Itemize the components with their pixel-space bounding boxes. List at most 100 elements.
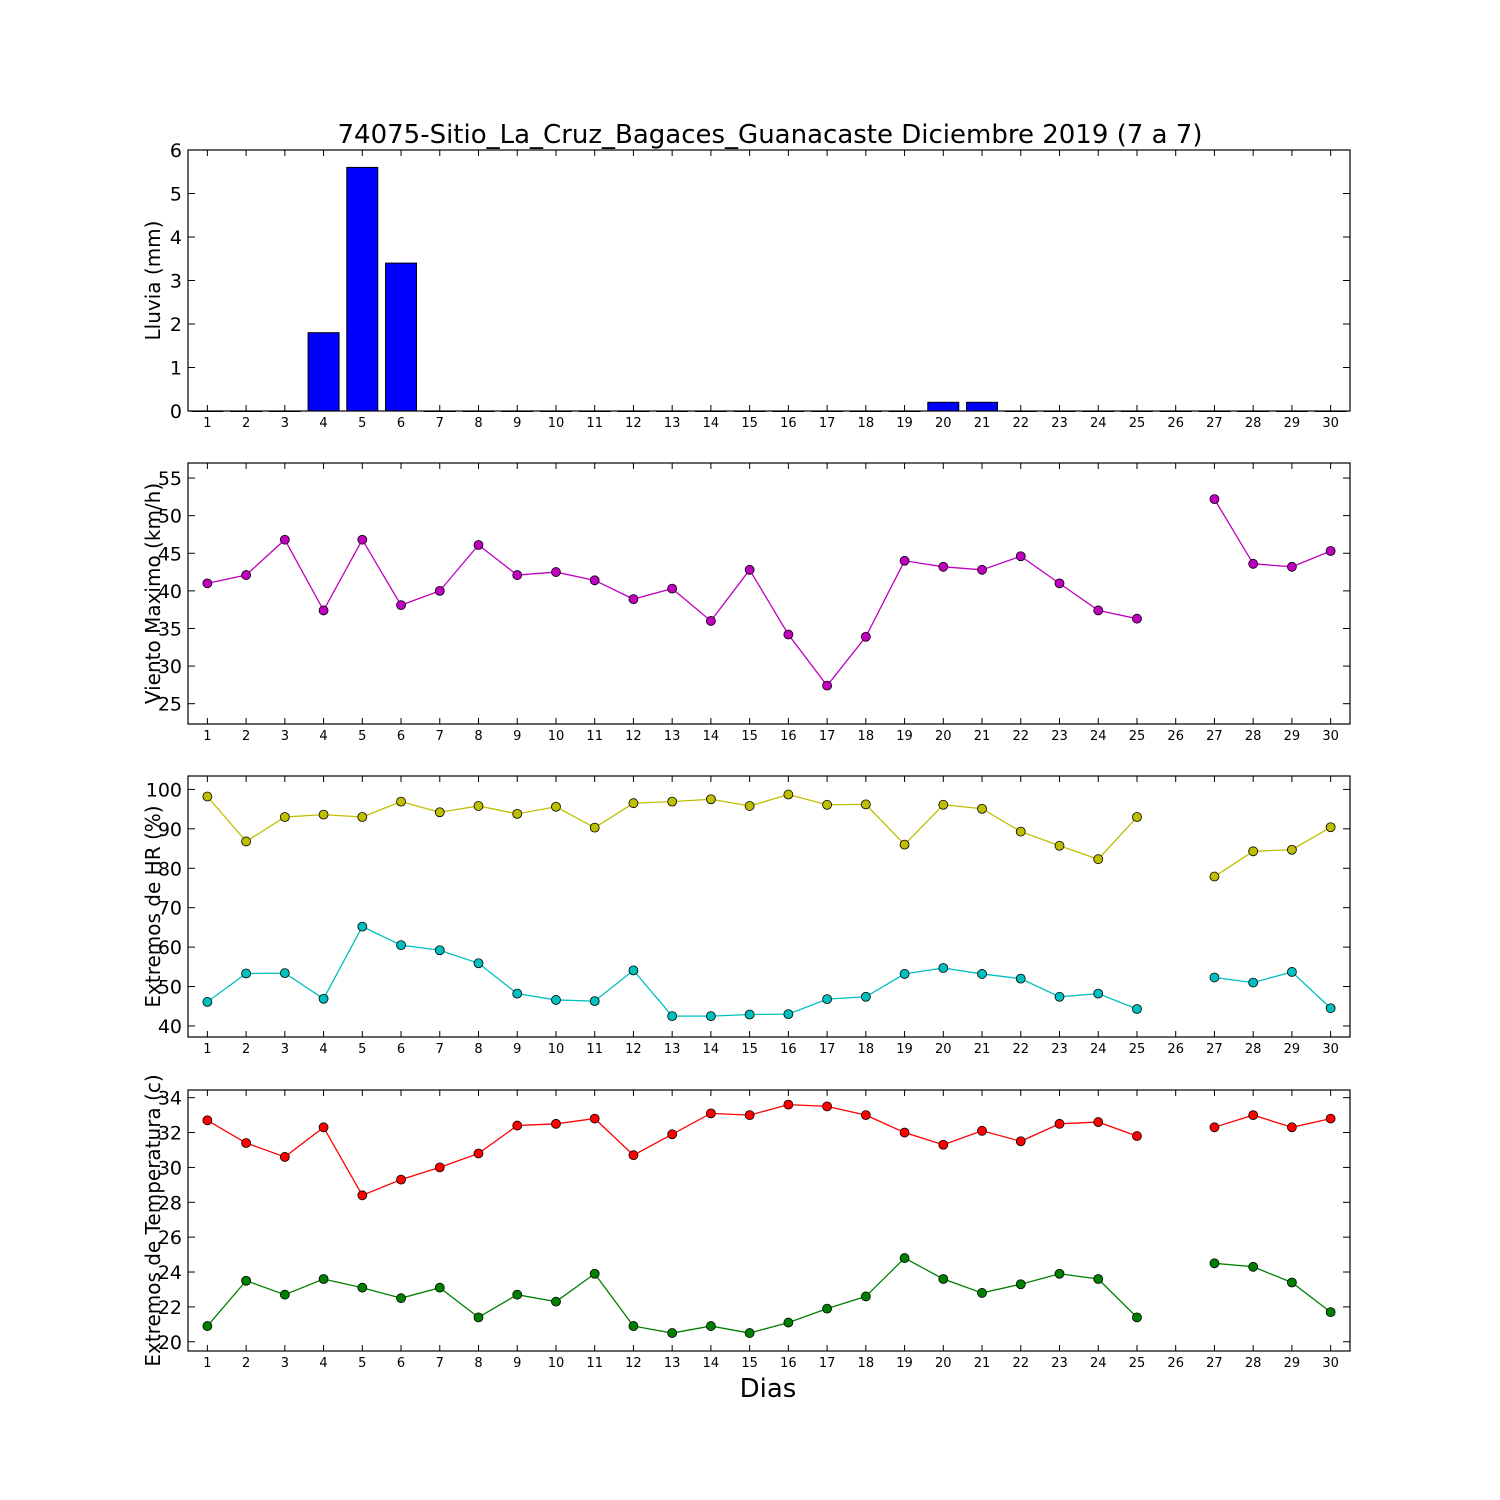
data-point: [667, 1328, 678, 1338]
x-tick-label: 13: [664, 1042, 681, 1057]
x-tick-label: 10: [548, 1356, 565, 1371]
data-point: [628, 965, 639, 976]
y-tick-label: 26: [158, 1227, 182, 1249]
x-tick-label: 9: [513, 416, 521, 431]
x-tick-label: 3: [281, 416, 289, 431]
data-point: [860, 991, 871, 1002]
x-tick-label: 26: [1167, 729, 1184, 744]
x-tick-label: 30: [1322, 416, 1339, 431]
x-tick-label: 10: [548, 729, 565, 744]
y-tick-label: 90: [158, 819, 182, 841]
data-point: [512, 570, 523, 580]
data-point: [667, 1129, 678, 1140]
y-tick-label: 6: [170, 140, 182, 162]
data-point: [1209, 1122, 1220, 1133]
data-point: [822, 1303, 832, 1314]
data-point: [512, 808, 523, 819]
data-point: [396, 1293, 406, 1304]
data-point: [1093, 854, 1104, 865]
data-point: [589, 822, 600, 833]
x-tick-label: 16: [780, 1356, 797, 1371]
x-tick-label: 1: [203, 416, 211, 431]
y-tick-label: 55: [158, 468, 182, 490]
data-point: [1325, 1307, 1336, 1318]
plot-frame: [187, 1089, 1351, 1352]
data-point: [1325, 1113, 1336, 1124]
data-point: [473, 1148, 484, 1159]
x-tick-label: 28: [1245, 1356, 1262, 1371]
y-tick-label: 28: [158, 1192, 182, 1214]
plot-frame: [187, 462, 1351, 725]
data-point: [938, 1274, 949, 1284]
data-point: [977, 1288, 987, 1298]
data-point: [744, 564, 755, 575]
data-point: [1209, 494, 1220, 505]
x-tick-label: 29: [1284, 1356, 1301, 1371]
data-point: [744, 1110, 755, 1121]
y-axis-label: Extremos de HR (%): [141, 805, 165, 1007]
x-tick-label: 18: [858, 729, 875, 744]
data-point: [899, 969, 910, 979]
x-tick-label: 4: [319, 1356, 327, 1371]
y-axis-label: Lluvia (mm): [141, 221, 165, 341]
data-point: [860, 1110, 871, 1121]
x-tick-label: 1: [203, 1042, 211, 1057]
y-tick-label: 50: [158, 506, 182, 528]
data-point: [279, 534, 290, 545]
x-tick-label: 4: [319, 416, 327, 431]
x-tick-label: 15: [741, 729, 758, 744]
x-tick-label: 2: [242, 1356, 250, 1371]
x-tick-label: 3: [281, 729, 289, 744]
y-tick-label: 40: [158, 581, 182, 603]
data-point: [1132, 1004, 1142, 1014]
data-point: [279, 968, 290, 979]
data-point: [1054, 1118, 1065, 1129]
x-tick-label: 22: [1012, 729, 1029, 744]
x-tick-label: 6: [397, 416, 405, 431]
x-tick-label: 30: [1322, 1042, 1339, 1057]
x-tick-label: 17: [819, 729, 836, 744]
data-point: [938, 1139, 949, 1150]
x-tick-label: 12: [625, 1042, 642, 1057]
data-point: [1093, 1117, 1104, 1127]
x-tick-label: 4: [319, 1042, 327, 1057]
x-tick-label: 8: [474, 1042, 482, 1057]
y-tick-label: 25: [158, 694, 182, 716]
x-tick-label: 9: [513, 1042, 521, 1057]
y-tick-label: 30: [158, 1157, 182, 1179]
x-tick-label: 18: [858, 416, 875, 431]
y-tick-label: 40: [158, 1016, 182, 1038]
chart-title: 74075-Sitio_La_Cruz_Bagaces_Guanacaste D…: [337, 120, 1202, 150]
data-point: [1248, 846, 1259, 857]
data-point: [860, 631, 871, 642]
x-tick-label: 7: [436, 1042, 444, 1057]
data-point: [318, 809, 329, 820]
series-line: [1214, 826, 1331, 878]
x-tick-label: 13: [664, 416, 681, 431]
x-tick-label: 14: [703, 416, 720, 431]
x-tick-label: 17: [819, 1042, 836, 1057]
x-tick-label: 24: [1090, 1356, 1107, 1371]
chart-panels: 1 2 3 4 5 6 7 8 9 10 11 12 13 14 15 16 17 18 19 20 21 22 23 24 2…: [141, 140, 1351, 1371]
data-point: [473, 1312, 484, 1323]
x-tick-label: 29: [1284, 416, 1301, 431]
data-point: [938, 561, 949, 572]
series-line: [1214, 1114, 1331, 1128]
x-tick-label: 24: [1090, 416, 1107, 431]
y-tick-label: 70: [158, 898, 182, 920]
data-point: [202, 1321, 213, 1331]
panel-temperature: 1 2 3 4 5 6 7 8 9 10 11 12 13 14 15 16 17 18 19 20 21 22 23 24 2…: [141, 1074, 1351, 1371]
data-point: [202, 578, 213, 589]
data-point: [1054, 991, 1065, 1002]
data-point: [396, 1174, 406, 1185]
x-tick-label: 19: [896, 729, 913, 744]
x-tick-label: 19: [896, 416, 913, 431]
data-point: [1132, 1131, 1142, 1141]
x-tick-label: 2: [242, 416, 250, 431]
data-point: [744, 801, 755, 811]
x-tick-label: 10: [548, 1042, 565, 1057]
data-point: [822, 799, 832, 810]
x-tick-label: 5: [358, 729, 366, 744]
x-tick-label: 3: [281, 1356, 289, 1371]
data-point: [279, 812, 290, 822]
